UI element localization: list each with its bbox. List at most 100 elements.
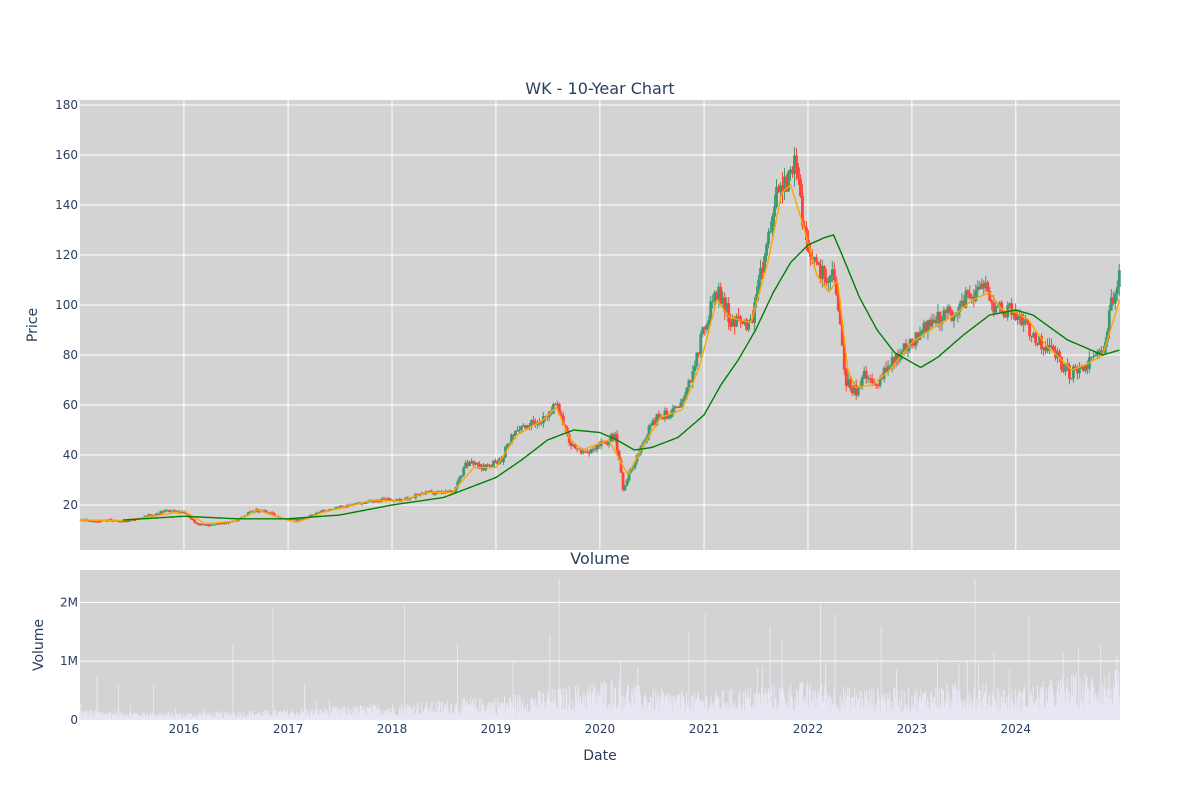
x-tick-label: 2023	[897, 722, 928, 736]
candle-up-body	[711, 301, 715, 303]
candle-up-body	[693, 365, 697, 372]
volume-y-ticks: 0 1M 2M	[60, 595, 78, 727]
candle-down-body	[739, 316, 743, 322]
candle-up-body	[980, 283, 984, 289]
candle-up-body	[920, 330, 924, 334]
candle-up-body	[165, 510, 169, 512]
candle-up-body	[765, 244, 768, 256]
candle-down-body	[87, 520, 91, 522]
candle-up-body	[589, 449, 593, 454]
candle-down-body	[741, 321, 745, 324]
candle-up-body	[1115, 286, 1119, 294]
candle-down-body	[834, 280, 838, 295]
candle-down-body	[745, 319, 749, 330]
short-moving-average-line	[80, 183, 1121, 525]
candle-down-body	[201, 524, 204, 526]
candle-up-body	[769, 231, 772, 233]
candle-down-body	[675, 406, 679, 408]
candle-up-body	[856, 387, 860, 396]
candle-up-body	[631, 467, 635, 469]
candle-up-body	[731, 319, 735, 327]
candle-up-body	[709, 301, 713, 321]
volume-y-axis-label: Volume	[31, 619, 47, 671]
candle-down-body	[432, 492, 436, 495]
candle-down-body	[527, 425, 531, 427]
candle-up-body	[318, 511, 322, 513]
candle-up-body	[396, 499, 400, 501]
candle-up-body	[974, 290, 978, 301]
candle-up-body	[691, 371, 695, 383]
candle-down-body	[372, 501, 376, 503]
candle-down-body	[95, 521, 99, 523]
candle-up-body	[721, 297, 725, 304]
candle-down-body	[221, 523, 224, 525]
candle-down-body	[185, 513, 189, 515]
candle-down-body	[490, 465, 493, 467]
candle-up-body	[292, 518, 296, 520]
candle-down-body	[382, 498, 386, 500]
candle-down-body	[932, 319, 936, 324]
candle-down-body	[868, 378, 872, 380]
candle-down-body	[362, 502, 366, 504]
candle-up-body	[1095, 353, 1099, 356]
candle-down-body	[892, 357, 896, 364]
candle-up-body	[470, 461, 474, 463]
candle-down-body	[916, 332, 920, 340]
candle-down-body	[294, 518, 298, 521]
candle-up-body	[1089, 356, 1093, 358]
candle-up-body	[882, 368, 886, 379]
candle-up-body	[934, 320, 938, 324]
candle-down-body	[615, 434, 619, 451]
candle-up-body	[1093, 355, 1097, 357]
candle-up-body	[508, 443, 511, 445]
candle-down-body	[322, 510, 326, 512]
candle-down-body	[573, 444, 577, 449]
candle-down-body	[494, 460, 497, 463]
candle-up-body	[364, 502, 368, 504]
candle-down-body	[850, 388, 854, 394]
candle-up-body	[1056, 351, 1059, 359]
x-tick-label: 2022	[793, 722, 824, 736]
candle-up-body	[518, 429, 521, 431]
candle-up-body	[783, 176, 786, 193]
candle-down-body	[729, 321, 733, 327]
candle-up-body	[520, 426, 523, 430]
candle-down-body	[97, 521, 101, 523]
candle-up-body	[655, 413, 659, 425]
candle-down-body	[1004, 315, 1008, 318]
candle-down-body	[1048, 345, 1051, 348]
candle-down-body	[824, 277, 828, 283]
candle-down-body	[1002, 312, 1006, 316]
candle-up-body	[649, 424, 653, 427]
candle-up-body	[308, 515, 312, 517]
candle-up-body	[468, 461, 472, 466]
candle-down-body	[500, 458, 503, 463]
candle-down-body	[801, 195, 804, 226]
candle-up-body	[757, 279, 760, 294]
candle-up-body	[1022, 320, 1026, 325]
candle-up-body	[1084, 364, 1087, 371]
candle-up-body	[779, 185, 782, 193]
candle-down-body	[125, 520, 129, 522]
candle-down-body	[990, 300, 994, 303]
candle-down-body	[428, 491, 432, 493]
candle-up-body	[1091, 356, 1095, 358]
candle-up-body	[771, 216, 774, 232]
candle-down-body	[559, 414, 563, 416]
candle-down-body	[896, 354, 900, 361]
candle-up-body	[1064, 363, 1067, 372]
candle-down-body	[1111, 297, 1115, 304]
candle-down-body	[737, 316, 741, 318]
candle-down-body	[398, 499, 402, 502]
candle-down-body	[1040, 336, 1043, 350]
candle-up-body	[262, 510, 266, 512]
candle-up-body	[976, 286, 980, 291]
candle-down-body	[1060, 356, 1063, 370]
price-y-tick-label: 80	[63, 348, 78, 362]
candle-up-body	[669, 414, 673, 418]
candle-up-body	[946, 306, 950, 314]
candle-up-body	[759, 267, 762, 280]
candle-down-body	[910, 339, 914, 343]
candle-down-body	[450, 490, 454, 493]
candle-down-body	[978, 286, 982, 289]
